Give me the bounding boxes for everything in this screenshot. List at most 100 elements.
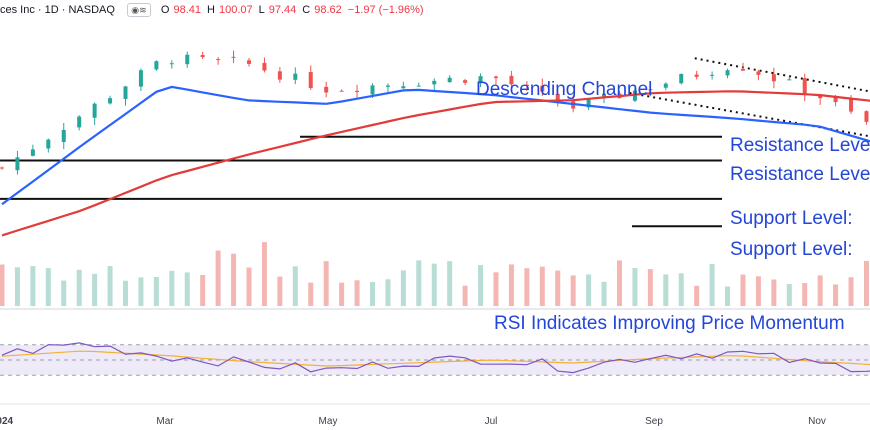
volume-bar (493, 272, 499, 306)
symbol-title[interactable]: ces Inc · 1D · NASDAQ (0, 4, 115, 16)
candle-body (355, 90, 360, 92)
candle-body (463, 80, 468, 83)
candle-body (555, 93, 560, 103)
candle-body (509, 75, 514, 85)
candle-body (108, 98, 113, 104)
high-label: H (207, 4, 215, 16)
volume-bar (246, 267, 252, 306)
candle-body (602, 93, 607, 99)
volume-bar (802, 283, 808, 306)
symbol-header: ces Inc · 1D · NASDAQ ◉≋ O 98.41 H 100.07 … (0, 2, 430, 18)
volume-bar (45, 268, 51, 306)
volume-bar (354, 280, 360, 306)
descending-channel-label: Descending Channel (476, 79, 652, 100)
rsi-line (1, 342, 870, 374)
eye-icon[interactable]: ◉≋ (126, 3, 151, 17)
candle-body (200, 55, 205, 58)
candle-body (694, 74, 699, 77)
volume-bar (292, 266, 298, 306)
volume-bar (416, 260, 422, 306)
candle-body (771, 74, 776, 82)
volume-bar (709, 263, 715, 306)
candle-body (293, 73, 298, 80)
x-tick-label: Mar (156, 416, 174, 427)
candle-body (416, 85, 421, 87)
volume-bar (524, 268, 530, 306)
volume-bar (462, 285, 468, 306)
candle-body (92, 103, 97, 118)
candle-body (401, 86, 406, 89)
candle-body (540, 85, 545, 92)
volume-bar (725, 286, 731, 306)
candle-body (216, 59, 221, 61)
volume-bar (184, 272, 190, 306)
candle-body (262, 62, 267, 71)
volume-bar (755, 276, 761, 306)
volume-bar (616, 260, 622, 306)
rsi-signal-line (1, 350, 870, 367)
x-tick-label: 2024 (0, 416, 14, 427)
candle-body (447, 77, 452, 83)
level-label: Support Level: (730, 208, 853, 229)
volume-bar (385, 279, 391, 306)
candle-body (756, 71, 761, 75)
volume-bar (277, 276, 283, 306)
close-label: C (302, 4, 311, 16)
volume-bar (122, 280, 128, 306)
level-label: Resistance Leve (730, 135, 870, 156)
x-tick-label: Sep (645, 416, 663, 427)
volume-bar (61, 280, 67, 306)
volume-bar (539, 266, 545, 306)
candle-body (663, 83, 668, 88)
volume-bar (107, 266, 113, 306)
volume-bar (215, 250, 221, 306)
volume-bar (478, 265, 484, 306)
candle-body (833, 97, 838, 103)
volume-bar (261, 242, 267, 306)
candle-body (710, 74, 715, 76)
volume-bar (663, 274, 669, 306)
candle-body (740, 68, 745, 71)
volume-bar (138, 277, 144, 306)
candle-body (308, 72, 313, 88)
candle-body (138, 70, 143, 87)
annotation-labels: Descending Channel Resistance Leve Resista… (476, 79, 870, 334)
candle-body (493, 76, 498, 79)
candle-body (370, 85, 375, 95)
x-tick-label: Nov (808, 416, 826, 427)
volume-bar (508, 264, 514, 306)
volume-bar (431, 263, 437, 306)
volume-bars (0, 242, 869, 306)
level-label: Resistance Leve (730, 164, 870, 185)
x-axis: 2024MarMayJulSepNov2025MarMayJulSep (0, 403, 870, 427)
x-tick-label: Jul (485, 416, 498, 427)
candle-body (648, 89, 653, 91)
low-value: 97.44 (268, 4, 297, 16)
candle-body (169, 63, 174, 65)
volume-bar (400, 270, 406, 306)
volume-bar (92, 273, 98, 306)
candle-body (30, 149, 35, 156)
candle-body (478, 76, 483, 84)
volume-bar (169, 270, 175, 306)
volume-bar (694, 285, 700, 306)
candle-body (787, 79, 792, 81)
candle-body (154, 61, 159, 70)
candle-body (679, 74, 684, 84)
volume-bar (14, 267, 20, 306)
candle-body (586, 99, 591, 108)
volume-bar (771, 279, 777, 306)
candle-body (818, 95, 823, 99)
candles (0, 50, 869, 175)
volume-bar (601, 281, 607, 306)
horizontal-levels (0, 135, 722, 228)
candle-body (725, 70, 730, 76)
volume-bar (30, 266, 36, 306)
ma-200-line (1, 90, 870, 237)
volume-bar (308, 282, 314, 306)
volume-bar (848, 277, 854, 306)
rsi-pane (0, 308, 870, 376)
candle-body (802, 78, 807, 95)
level-label: Support Level: (730, 239, 853, 260)
moving-averages (1, 85, 870, 237)
